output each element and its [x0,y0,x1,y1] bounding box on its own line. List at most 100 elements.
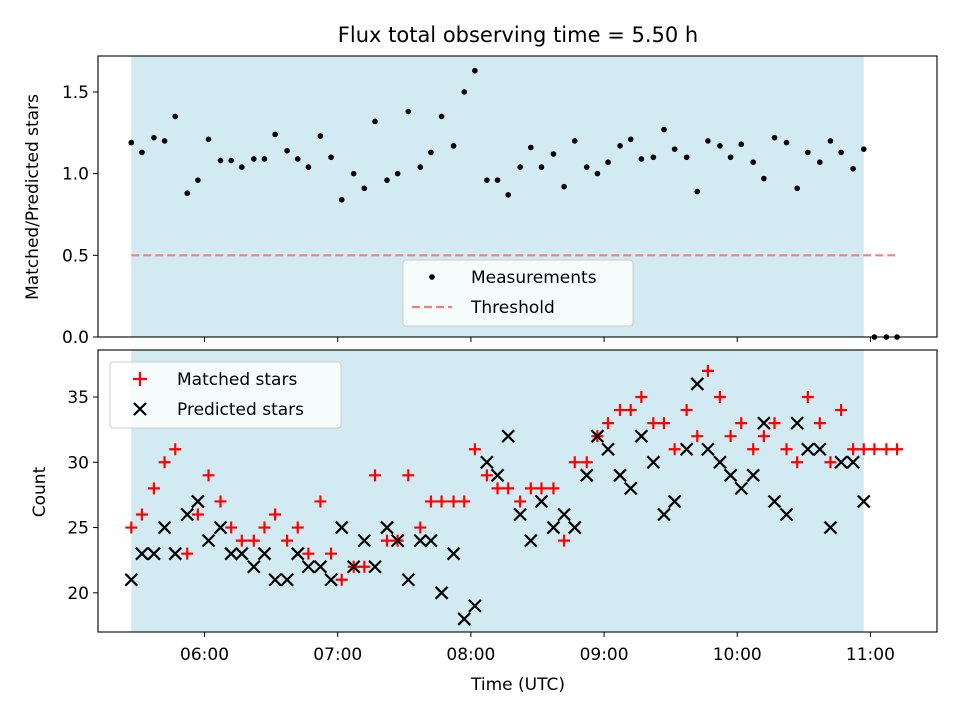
predicted-star-point [634,429,649,443]
predicted-star-point [257,546,272,561]
predicted-star-point [813,442,827,456]
measurement-point [505,192,511,198]
predicted-star-point [713,455,727,470]
matched-star-point [202,469,215,482]
matched-star-point [302,547,315,560]
measurement-point [638,156,645,162]
predicted-star-point [501,429,515,443]
top-y-axis-label: Matched/Predicted stars [23,94,43,300]
measurement-point [738,141,745,148]
matched-star-point [691,430,704,443]
measurement-point [817,159,823,165]
matched-star-point [524,482,537,495]
measurement-point [372,118,378,125]
predicted-star-point [823,520,838,535]
measurement-point [472,67,478,74]
predicted-star-point [324,573,338,587]
measurement-point [594,170,601,177]
matched-star-point [458,495,471,508]
y-tick-label: 35 [67,388,89,408]
measurement-point [838,149,844,156]
measurement-point [771,134,778,141]
measurements-legend-marker [429,274,435,280]
matched-star-point [435,495,448,508]
top-data-marks [128,67,900,340]
bottom-legend-box [109,361,342,429]
matched-star-point [158,456,171,469]
measurement-point [338,196,345,203]
bottom-axis-ticks: 20 25 30 35 06:00 07:00 08:00 09:00 10:00 11:00 [67,388,895,665]
x-tick-label: 08:00 [446,645,495,665]
matched-star-point [857,443,870,456]
x-tick-label: 09:00 [580,645,629,665]
matched-star-point [225,521,238,534]
matched-star-point [701,364,714,377]
predicted-star-point [147,546,161,561]
measurement-point [438,113,445,120]
predicted-star-point [368,559,382,574]
measurement-point [627,136,634,143]
y-tick-label: 25 [67,519,89,539]
measurement-point [384,177,390,183]
predicted-stars-legend-marker [133,402,147,416]
predicted-star-point [623,481,638,496]
predicted-star-point [457,612,472,626]
matched-star-point [269,508,282,521]
matched-star-point [680,404,693,417]
predicted-star-point [401,573,416,587]
matched-star-point [547,482,560,495]
matched-star-point [602,417,615,430]
measurement-point [417,164,424,170]
measurement-point [538,164,545,170]
measurement-point [405,108,412,115]
matched-star-point [491,482,504,495]
matched-stars-legend-marker [133,372,147,386]
measurement-point [394,170,401,177]
matched-star-point [247,534,260,547]
top-legend: Measurements Threshold [402,259,634,327]
predicted-star-point [779,507,794,522]
measurement-point [350,170,357,177]
y-tick-label: 0.5 [62,246,89,266]
predicted-star-point [313,559,328,574]
measurement-point [494,177,501,183]
top-panel: 0.0 0.5 1.0 1.5 Matched/Predicted stars Mea… [23,55,938,348]
matched-star-point [502,482,515,495]
measurement-point [128,139,135,146]
predicted-star-point [834,455,848,470]
bottom-data-marks [124,364,904,626]
predicted-star-point [513,507,527,522]
x-tick-label: 07:00 [313,645,362,665]
y-tick-label: 1.5 [62,83,89,103]
matched-star-point [424,495,437,508]
x-tick-label: 06:00 [180,645,229,665]
matched-star-point [558,534,571,547]
matched-star-point [801,391,814,403]
measurement-point [794,185,800,192]
top-legend-box [402,259,634,327]
matched-star-point [868,443,881,456]
measurement-point [151,134,157,141]
predicted-star-point [235,546,249,561]
measurement-point [239,164,245,170]
predicted-star-point [480,455,494,470]
matched-star-point [847,443,860,456]
predicted-star-point [757,416,771,430]
measurement-point [750,159,757,165]
predicted-star-point [557,507,571,522]
matched-star-point [369,469,382,482]
predicted-star-point [213,520,228,535]
predicted-star-point [856,494,871,509]
threshold-legend-label: Threshold [470,298,555,318]
matched-star-point [447,495,460,508]
predicted-stars-legend-label: Predicted stars [177,400,304,420]
matched-star-point [135,508,148,521]
matched-star-point [535,482,548,495]
predicted-star-point [446,546,461,561]
chart-title: Flux total observing time = 5.50 h [338,23,698,47]
y-tick-label: 30 [67,453,89,473]
matched-star-point [402,469,415,482]
matched-star-point [713,391,726,403]
predicted-star-point [224,546,238,561]
